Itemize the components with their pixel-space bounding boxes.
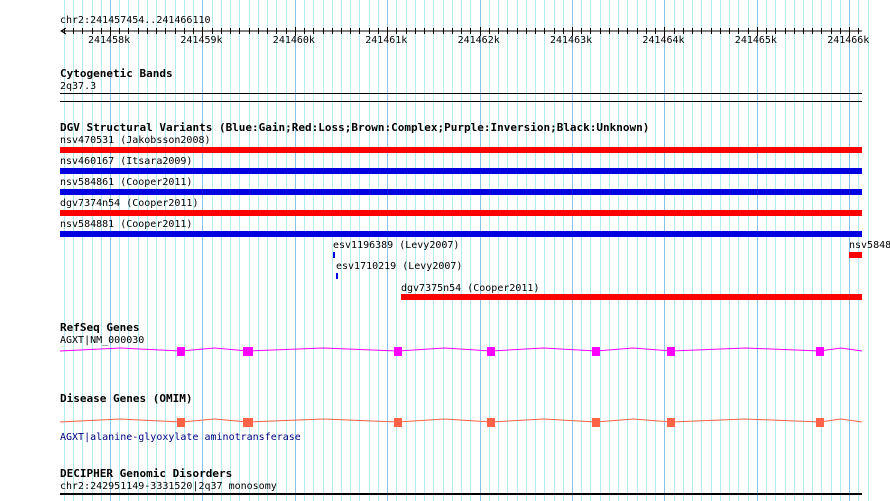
exon[interactable] [592,347,600,356]
variant-bar[interactable] [60,231,862,237]
exon[interactable] [394,418,402,427]
variant-label[interactable]: nsv5848 [849,240,890,251]
refseq-track-title: RefSeq Genes [60,321,140,334]
variant-bar[interactable] [60,147,862,153]
variant-bar[interactable] [401,294,862,300]
variant-bar[interactable] [336,273,338,279]
exon[interactable] [243,347,253,356]
cyto-band [60,93,862,94]
exon[interactable] [816,418,824,427]
exon[interactable] [667,347,675,356]
omim-gene-model[interactable] [0,411,890,431]
ruler-tick-label: 241462k [457,35,500,46]
location-label: chr2:241457454..241466110 [60,15,211,26]
ruler-tick-label: 241460k [272,35,315,46]
omim-gene-label[interactable]: AGXT|alanine-glyoxylate aminotransferase [60,432,301,443]
divider [60,101,862,102]
variant-bar[interactable] [849,252,862,258]
cyto-track-title: Cytogenetic Bands [60,67,173,80]
variant-bar[interactable] [60,168,862,174]
cyto-band-label[interactable]: 2q37.3 [60,81,97,92]
variant-label[interactable]: nsv584861 (Cooper2011) [60,177,193,188]
decipher-feature-bar[interactable] [60,493,862,495]
ruler-tick-label: 241461k [365,35,408,46]
refseq-gene-label[interactable]: AGXT|NM_000030 [60,335,145,346]
exon[interactable] [667,418,675,427]
exon[interactable] [243,418,253,427]
decipher-track-title: DECIPHER Genomic Disorders [60,467,233,480]
refseq-gene-model[interactable] [0,340,890,360]
exon[interactable] [177,418,185,427]
variant-bar[interactable] [60,189,862,195]
ruler-tick-label: 241459k [180,35,223,46]
exon[interactable] [394,347,402,356]
variant-bar[interactable] [333,252,335,258]
omim-track-title: Disease Genes (OMIM) [60,392,193,405]
exon[interactable] [487,418,495,427]
dgv-track-title: DGV Structural Variants (Blue:Gain;Red:L… [60,121,650,134]
variant-bar[interactable] [60,210,862,216]
exon[interactable] [177,347,185,356]
exon[interactable] [487,347,495,356]
exon[interactable] [816,347,824,356]
variant-label[interactable]: nsv584881 (Cooper2011) [60,219,193,230]
ruler-tick-label: 241466k [827,35,870,46]
variant-label[interactable]: esv1196389 (Levy2007) [333,240,460,251]
decipher-label[interactable]: chr2:242951149-3331520|2q37 monosomy [60,481,277,492]
variant-label[interactable]: esv1710219 (Levy2007) [336,261,463,272]
variant-label[interactable]: dgv7375n54 (Cooper2011) [401,283,540,294]
variant-label[interactable]: nsv470531 (Jakobsson2008) [60,135,211,146]
ruler[interactable] [0,0,890,40]
exon[interactable] [592,418,600,427]
ruler-tick-label: 241463k [550,35,593,46]
ruler-tick-label: 241465k [734,35,777,46]
ruler-tick-label: 241464k [642,35,685,46]
ruler-tick-label: 241458k [88,35,131,46]
variant-label[interactable]: dgv7374n54 (Cooper2011) [60,198,199,209]
variant-label[interactable]: nsv460167 (Itsara2009) [60,156,193,167]
